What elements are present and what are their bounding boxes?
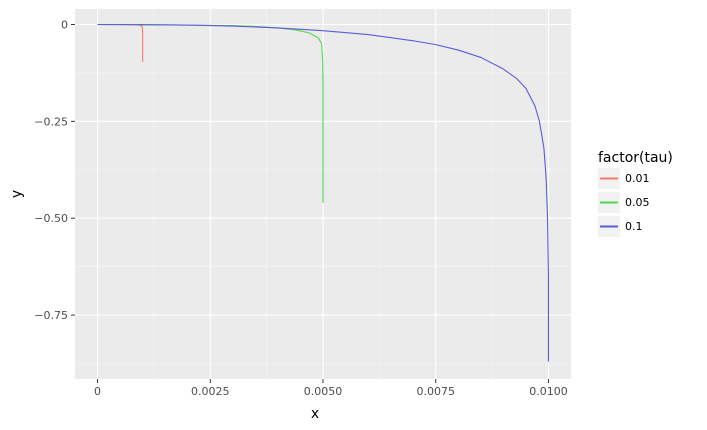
x-tick-label: 0.0025 bbox=[191, 385, 230, 398]
x-axis-title: x bbox=[311, 406, 319, 422]
legend-title: factor(tau) bbox=[598, 150, 673, 166]
legend-label-0.05: 0.05 bbox=[625, 196, 650, 209]
y-tick-label: 0 bbox=[61, 18, 68, 31]
legend-label-0.01: 0.01 bbox=[625, 172, 650, 185]
y-axis: 0 −0.25 −0.50 −0.75 bbox=[34, 18, 75, 322]
legend: factor(tau) 0.01 0.05 0.1 bbox=[598, 150, 673, 237]
series-line-0.1 bbox=[97, 23, 550, 362]
x-tick-label: 0.0050 bbox=[304, 385, 343, 398]
y-tick-label: −0.25 bbox=[34, 115, 68, 128]
x-tick-label: 0.0075 bbox=[416, 385, 455, 398]
x-tick-label: 0.0100 bbox=[529, 385, 568, 398]
y-tick-label: −0.75 bbox=[34, 309, 68, 322]
x-axis: 0 0.0025 0.0050 0.0075 0.0100 bbox=[94, 379, 568, 398]
x-tick-label: 0 bbox=[94, 385, 101, 398]
series-layer bbox=[97, 23, 550, 362]
y-tick-label: −0.50 bbox=[34, 212, 68, 225]
y-axis-title: y bbox=[9, 190, 25, 198]
legend-label-0.1: 0.1 bbox=[625, 220, 643, 233]
